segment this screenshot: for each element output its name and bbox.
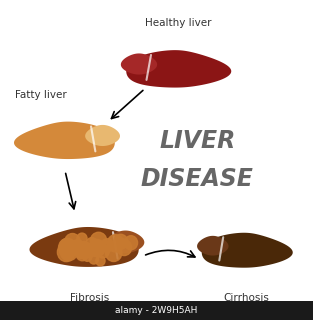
Circle shape — [105, 244, 122, 261]
Text: Cirrhosis: Cirrhosis — [223, 293, 269, 303]
Circle shape — [89, 239, 105, 257]
Circle shape — [57, 243, 75, 262]
Circle shape — [90, 232, 107, 250]
Polygon shape — [126, 50, 231, 88]
Circle shape — [81, 246, 91, 257]
Text: Fibrosis: Fibrosis — [70, 293, 110, 303]
Circle shape — [59, 238, 75, 257]
Circle shape — [114, 234, 128, 249]
Circle shape — [80, 243, 93, 257]
Circle shape — [70, 240, 85, 255]
Polygon shape — [197, 236, 228, 256]
Circle shape — [62, 239, 71, 249]
Circle shape — [86, 238, 98, 250]
Polygon shape — [202, 233, 293, 268]
Circle shape — [101, 239, 113, 252]
Polygon shape — [29, 227, 139, 267]
Circle shape — [59, 238, 75, 255]
Text: Healthy liver: Healthy liver — [145, 18, 211, 28]
Circle shape — [117, 240, 131, 256]
Circle shape — [96, 256, 105, 266]
Circle shape — [84, 245, 92, 255]
Circle shape — [118, 238, 126, 247]
Circle shape — [77, 233, 87, 244]
Text: Fatty liver: Fatty liver — [15, 90, 67, 100]
Circle shape — [107, 235, 124, 252]
Text: DISEASE: DISEASE — [141, 167, 254, 191]
Circle shape — [83, 252, 92, 261]
Circle shape — [76, 247, 89, 261]
Circle shape — [64, 234, 80, 250]
Circle shape — [89, 254, 99, 264]
Circle shape — [80, 241, 89, 252]
Text: LIVER: LIVER — [159, 129, 235, 153]
Circle shape — [96, 244, 109, 258]
Polygon shape — [121, 53, 157, 75]
Circle shape — [60, 242, 78, 261]
Polygon shape — [106, 230, 144, 253]
Circle shape — [85, 245, 95, 257]
Circle shape — [89, 241, 103, 256]
Polygon shape — [14, 122, 115, 159]
Circle shape — [124, 236, 138, 250]
Polygon shape — [85, 125, 120, 146]
Circle shape — [75, 245, 87, 258]
Bar — [0, 301, 313, 320]
Text: alamy - 2W9H5AH: alamy - 2W9H5AH — [115, 306, 197, 315]
